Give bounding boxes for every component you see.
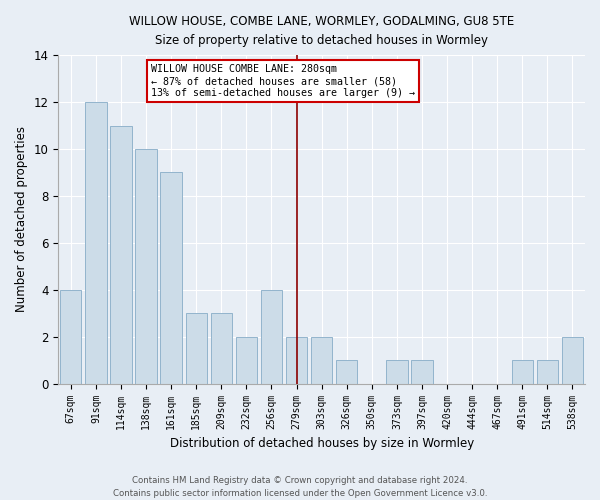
Bar <box>386 360 407 384</box>
Y-axis label: Number of detached properties: Number of detached properties <box>15 126 28 312</box>
Bar <box>512 360 533 384</box>
Text: Contains HM Land Registry data © Crown copyright and database right 2024.
Contai: Contains HM Land Registry data © Crown c… <box>113 476 487 498</box>
Bar <box>336 360 358 384</box>
Bar <box>261 290 282 384</box>
Bar <box>110 126 131 384</box>
Bar <box>160 172 182 384</box>
Bar <box>85 102 107 384</box>
Bar <box>60 290 82 384</box>
Title: WILLOW HOUSE, COMBE LANE, WORMLEY, GODALMING, GU8 5TE
Size of property relative : WILLOW HOUSE, COMBE LANE, WORMLEY, GODAL… <box>129 15 514 47</box>
Bar <box>185 314 207 384</box>
Bar <box>136 149 157 384</box>
Bar <box>211 314 232 384</box>
Bar <box>236 337 257 384</box>
Text: WILLOW HOUSE COMBE LANE: 280sqm
← 87% of detached houses are smaller (58)
13% of: WILLOW HOUSE COMBE LANE: 280sqm ← 87% of… <box>151 64 415 98</box>
Bar <box>311 337 332 384</box>
Bar <box>562 337 583 384</box>
Bar <box>286 337 307 384</box>
Bar <box>537 360 558 384</box>
X-axis label: Distribution of detached houses by size in Wormley: Distribution of detached houses by size … <box>170 437 474 450</box>
Bar <box>412 360 433 384</box>
